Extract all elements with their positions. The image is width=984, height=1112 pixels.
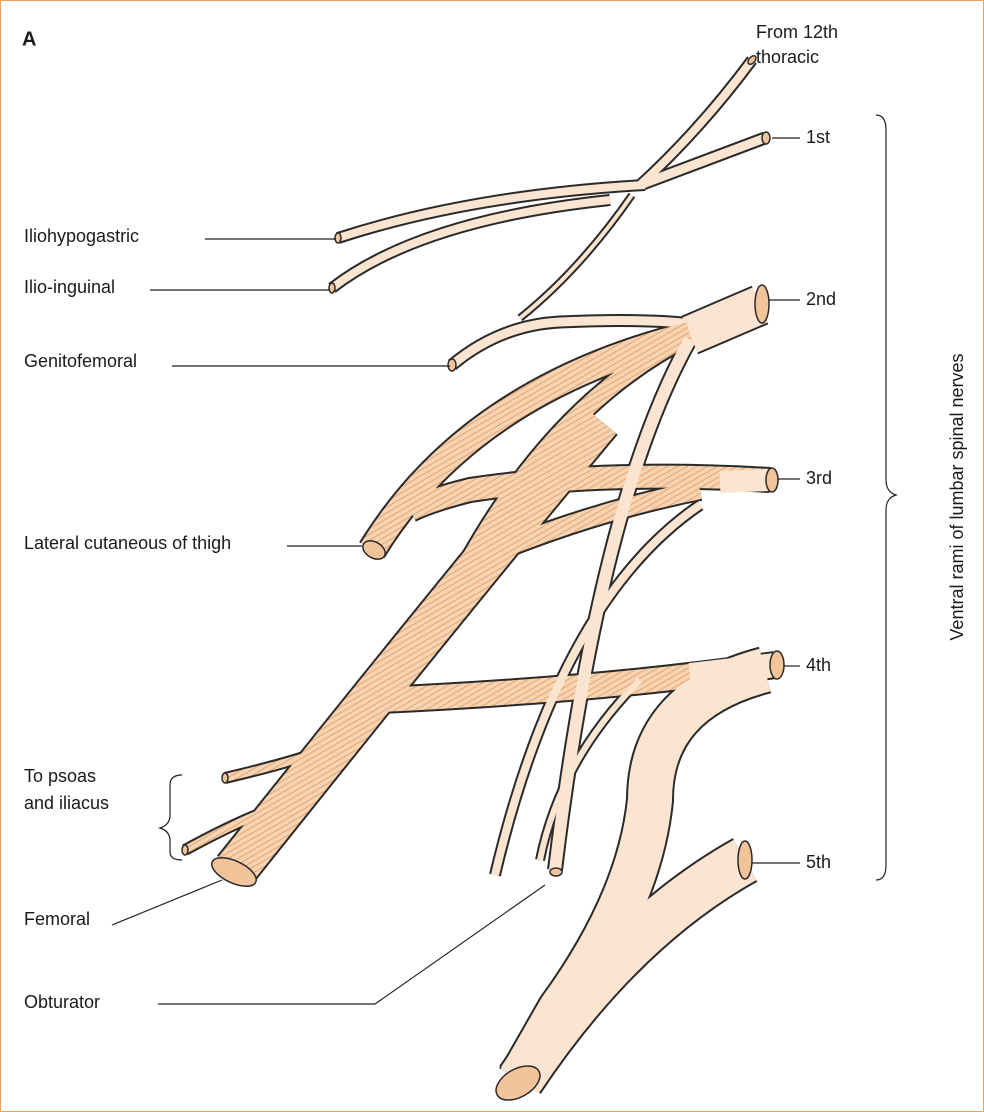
- root-label: 4th: [806, 655, 831, 675]
- branch-label: Lateral cutaneous of thigh: [24, 533, 231, 553]
- branch-label: Femoral: [24, 909, 90, 929]
- panel-label: A: [22, 28, 36, 50]
- branch-label: Obturator: [24, 992, 100, 1012]
- branch-label: and iliacus: [24, 793, 109, 813]
- roots-label: Ventral rami of lumbar spinal nerves: [947, 353, 967, 640]
- source-label: thoracic: [756, 47, 819, 67]
- branch-label: Ilio-inguinal: [24, 277, 115, 297]
- diagram: A From 12th thoracic 1st 2nd 3rd 4th 5th…: [0, 0, 984, 1112]
- nerves: [182, 54, 784, 1107]
- source-label: From 12th: [756, 22, 838, 42]
- root-label: 1st: [806, 127, 830, 147]
- root-label: 5th: [806, 852, 831, 872]
- branch-label: Iliohypogastric: [24, 226, 139, 246]
- root-label: 3rd: [806, 468, 832, 488]
- branch-label: To psoas: [24, 766, 96, 786]
- branch-label: Genitofemoral: [24, 351, 137, 371]
- root-label: 2nd: [806, 289, 836, 309]
